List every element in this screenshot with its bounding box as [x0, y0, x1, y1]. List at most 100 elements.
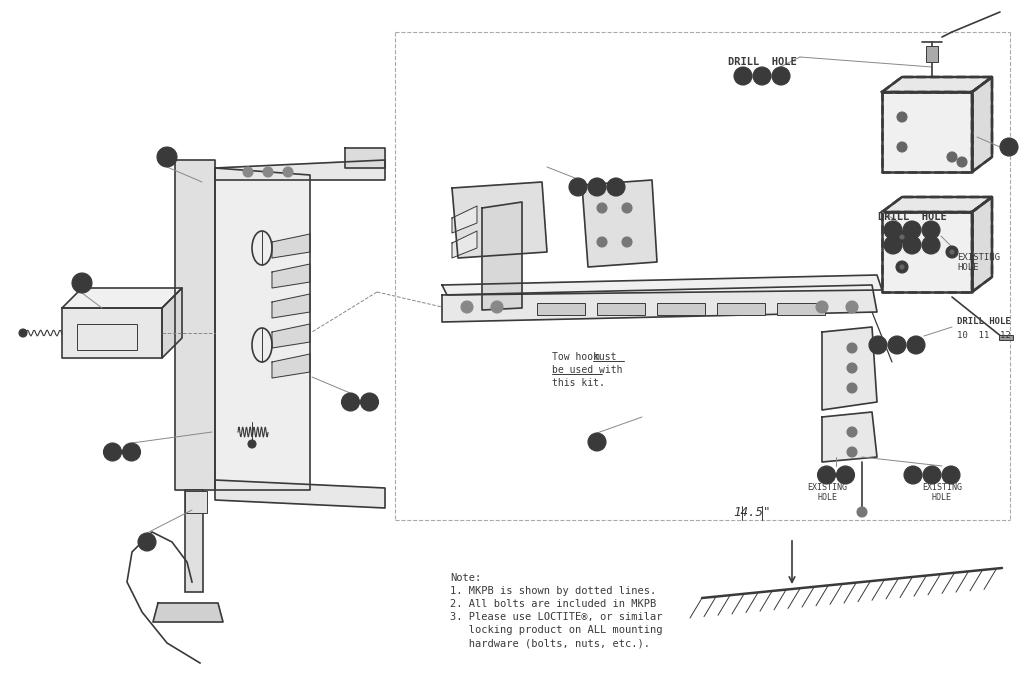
Polygon shape: [582, 180, 657, 267]
Text: 13: 13: [108, 447, 118, 456]
Bar: [597, 303, 645, 315]
Circle shape: [588, 433, 606, 451]
Polygon shape: [482, 202, 522, 310]
Circle shape: [947, 152, 957, 162]
Circle shape: [900, 265, 904, 269]
Text: hardware (bolts, nuts, etc.).: hardware (bolts, nuts, etc.).: [450, 638, 650, 648]
Polygon shape: [162, 288, 182, 358]
Circle shape: [903, 236, 921, 254]
Polygon shape: [822, 412, 877, 462]
Bar: [537, 303, 585, 315]
Polygon shape: [272, 294, 310, 318]
Circle shape: [283, 167, 293, 177]
Circle shape: [957, 157, 967, 167]
Circle shape: [816, 301, 828, 313]
Text: 25: 25: [573, 183, 583, 192]
Circle shape: [753, 67, 771, 85]
Circle shape: [847, 343, 857, 353]
Polygon shape: [272, 264, 310, 288]
Circle shape: [597, 203, 607, 213]
Text: Note:: Note:: [450, 573, 481, 583]
Text: locking product on ALL mounting: locking product on ALL mounting: [450, 625, 663, 635]
Text: 6a: 6a: [76, 278, 88, 288]
Circle shape: [888, 336, 906, 354]
Circle shape: [138, 533, 156, 551]
Circle shape: [569, 178, 587, 196]
Circle shape: [490, 301, 503, 313]
Polygon shape: [882, 92, 972, 172]
Circle shape: [950, 250, 954, 254]
Text: 5: 5: [1006, 142, 1012, 152]
Text: 12: 12: [776, 72, 786, 81]
Polygon shape: [442, 285, 877, 322]
Text: EXISTING: EXISTING: [807, 482, 847, 492]
Circle shape: [942, 466, 961, 484]
Circle shape: [897, 142, 907, 152]
Circle shape: [847, 447, 857, 457]
Bar: [657, 303, 705, 315]
Text: Tow hook: Tow hook: [552, 352, 605, 362]
Bar: [185, 491, 207, 513]
Circle shape: [847, 363, 857, 373]
Text: 18: 18: [926, 241, 936, 250]
Circle shape: [772, 67, 790, 85]
Circle shape: [817, 466, 836, 484]
Text: 18: 18: [611, 183, 621, 192]
Polygon shape: [882, 197, 992, 212]
Text: 12: 12: [946, 471, 956, 479]
Text: must: must: [593, 352, 616, 362]
Circle shape: [907, 336, 925, 354]
Text: 11: 11: [757, 72, 767, 81]
Text: be used with: be used with: [552, 365, 623, 375]
Text: 10  11  12: 10 11 12: [957, 330, 1011, 339]
Polygon shape: [175, 160, 215, 490]
Polygon shape: [215, 480, 385, 508]
Text: 13: 13: [345, 397, 355, 406]
Text: HOLE: HOLE: [817, 492, 837, 501]
Circle shape: [857, 507, 867, 517]
Circle shape: [360, 393, 379, 411]
Circle shape: [622, 237, 632, 247]
Polygon shape: [215, 160, 385, 180]
Polygon shape: [272, 234, 310, 258]
Circle shape: [157, 147, 177, 167]
Circle shape: [884, 221, 902, 239]
Circle shape: [903, 221, 921, 239]
Text: 29: 29: [908, 471, 918, 479]
Polygon shape: [345, 148, 385, 168]
Text: 14.5": 14.5": [733, 506, 771, 520]
Text: DRILL  HOLE: DRILL HOLE: [728, 57, 797, 67]
Text: 2a: 2a: [591, 437, 603, 447]
Circle shape: [243, 167, 253, 177]
Circle shape: [900, 235, 904, 239]
Polygon shape: [442, 275, 882, 295]
Text: 8: 8: [740, 72, 745, 81]
Text: 16: 16: [592, 183, 602, 192]
Polygon shape: [215, 168, 310, 490]
Text: 19: 19: [841, 471, 851, 479]
Circle shape: [897, 112, 907, 122]
Circle shape: [248, 440, 256, 448]
Circle shape: [846, 301, 858, 313]
Polygon shape: [972, 197, 992, 292]
Text: DRILL HOLE: DRILL HOLE: [957, 317, 1011, 326]
Circle shape: [922, 236, 940, 254]
Circle shape: [622, 203, 632, 213]
Text: 12: 12: [926, 226, 936, 235]
Polygon shape: [882, 77, 992, 92]
Polygon shape: [452, 206, 477, 233]
Text: 11: 11: [892, 341, 902, 350]
Polygon shape: [62, 288, 182, 308]
Polygon shape: [452, 231, 477, 258]
Text: 1. MKPB is shown by dotted lines.: 1. MKPB is shown by dotted lines.: [450, 586, 656, 596]
Circle shape: [72, 273, 92, 293]
Text: 14: 14: [365, 397, 375, 406]
Circle shape: [734, 67, 752, 85]
Text: 8: 8: [891, 226, 896, 235]
Text: 26: 26: [141, 537, 153, 547]
Text: 11: 11: [907, 226, 918, 235]
Bar: [777, 303, 825, 315]
Text: 12: 12: [911, 341, 921, 350]
Polygon shape: [62, 308, 162, 358]
Circle shape: [19, 329, 27, 337]
